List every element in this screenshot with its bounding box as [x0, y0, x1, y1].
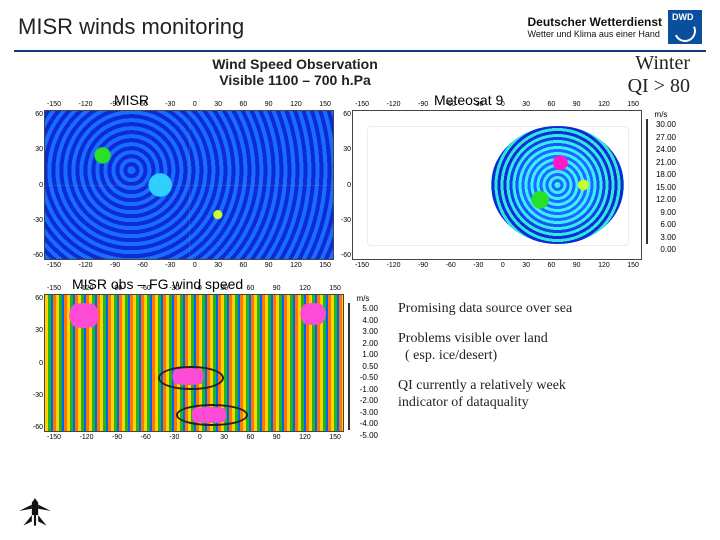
cb-ticks: 5.004.003.002.001.000.50-0.50-1.00-2.00-…	[350, 303, 378, 441]
meteosat-spots	[353, 111, 641, 259]
diff-map: -150-120-90-60-300306090120150 -150-120-…	[44, 294, 344, 432]
cb-ticks: 30.0027.0024.0021.0018.0015.0012.009.006…	[648, 119, 676, 257]
annotation-oval	[176, 404, 248, 426]
header: MISR winds monitoring Deutscher Wetterdi…	[0, 0, 720, 50]
meteosat-map: -150-120-90-60-300306090120150 -150-120-…	[352, 110, 642, 260]
diff-panel: -150-120-90-60-300306090120150 -150-120-…	[44, 294, 378, 441]
header-rule	[14, 50, 706, 52]
lon-axis-top: -150-120-90-60-300306090120150	[45, 285, 343, 292]
speed-colorbar: m/s 30.0027.0024.0021.0018.0015.0012.009…	[646, 110, 676, 257]
note-2b: ( esp. ice/desert)	[405, 348, 497, 363]
subtitle-line2: Visible 1100 – 700 h.Pa	[180, 72, 410, 88]
cb-unit: m/s	[348, 294, 378, 303]
lon-axis-top: -150-120-90-60-300306090120150	[353, 101, 641, 108]
note-2a: Problems visible over land	[398, 331, 548, 346]
federal-eagle-icon	[14, 492, 56, 534]
diff-colorbar: m/s 5.004.003.002.001.000.50-0.50-1.00-2…	[348, 294, 378, 441]
cb-unit: m/s	[646, 110, 676, 119]
note-1: Promising data source over sea	[398, 300, 702, 318]
lat-axis: 60300-30-60	[21, 295, 43, 431]
lon-axis-bottom: -150-120-90-60-300306090120150	[45, 434, 343, 441]
subtitle-row: Wind Speed Observation Visible 1100 – 70…	[0, 56, 720, 58]
lat-axis: 60300-30-60	[329, 111, 351, 259]
meteosat-panel: -150-120-90-60-300306090120150 -150-120-…	[352, 110, 676, 260]
season-label: Winter	[628, 52, 690, 75]
notes-block: Promising data source over sea Problems …	[392, 294, 702, 424]
bottom-row: -150-120-90-60-300306090120150 -150-120-…	[0, 294, 720, 441]
top-map-row: -150-120-90-60-300306090120150 -150-120-…	[0, 110, 720, 260]
org-logo: Deutscher Wetterdienst Wetter und Klima …	[528, 10, 702, 44]
org-name: Deutscher Wetterdienst	[528, 15, 662, 29]
pink-blob	[63, 303, 105, 327]
graticule	[45, 111, 333, 259]
lon-axis-bottom: -150-120-90-60-300306090120150	[45, 262, 333, 269]
misr-map: -150-120-90-60-300306090120150 -150-120-…	[44, 110, 334, 260]
org-tagline: Wetter und Klima aus einer Hand	[528, 29, 662, 39]
dwd-badge: DWD	[668, 10, 702, 44]
lon-axis-bottom: -150-120-90-60-300306090120150	[353, 262, 641, 269]
lat-axis: 60300-30-60	[21, 111, 43, 259]
lon-axis-top: -150-120-90-60-300306090120150	[45, 101, 333, 108]
annotation-oval	[158, 366, 224, 390]
pink-blob	[295, 303, 331, 325]
subtitle-line1: Wind Speed Observation	[180, 56, 410, 72]
page-title: MISR winds monitoring	[18, 14, 244, 40]
note-3: QI currently a relatively week indicator…	[398, 377, 702, 412]
note-3b: indicator of dataquality	[398, 395, 529, 410]
org-text: Deutscher Wetterdienst Wetter und Klima …	[528, 15, 662, 39]
subtitle-block: Wind Speed Observation Visible 1100 – 70…	[180, 56, 410, 88]
note-2: Problems visible over land ( esp. ice/de…	[398, 330, 702, 365]
note-3a: QI currently a relatively week	[398, 378, 566, 393]
